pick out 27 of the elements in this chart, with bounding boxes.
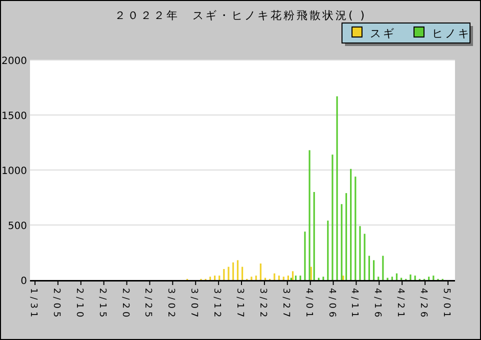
y-tick-label: 0: [20, 276, 27, 287]
x-tick-label: 4/06: [326, 288, 336, 320]
x-tick-label: 3/27: [280, 288, 290, 320]
legend-label: スギ: [370, 27, 396, 40]
y-tick-label: 1000: [2, 166, 27, 177]
x-tick-label: 2/20: [120, 288, 130, 320]
x-tick-label: 3/22: [257, 288, 268, 320]
x-tick-label: 3/12: [212, 288, 222, 320]
legend-label: ヒノキ: [432, 27, 471, 40]
x-tick-label: 2/10: [74, 288, 84, 320]
x-tick-label: 4/26: [418, 288, 428, 320]
x-tick-label: 2/15: [96, 288, 107, 320]
y-tick-label: 1500: [2, 111, 27, 122]
x-tick-label: 4/01: [303, 288, 314, 320]
y-tick-label: 2000: [2, 56, 27, 67]
x-tick-label: 5/01: [441, 288, 451, 320]
x-tick-label: 4/21: [395, 288, 406, 320]
x-tick-label: 3/07: [188, 288, 199, 320]
x-tick-label: 4/11: [349, 288, 360, 320]
y-tick-label: 500: [8, 221, 27, 232]
chart-title: ２０２２年 スギ・ヒノキ花粉飛散状況( ): [114, 9, 367, 22]
x-tick-label: 1/31: [28, 288, 38, 320]
x-tick-label: 3/02: [166, 288, 176, 320]
x-tick-label: 4/16: [372, 288, 382, 320]
x-tick-label: 2/25: [142, 288, 153, 320]
x-tick-label: 3/17: [234, 288, 244, 320]
x-tick-label: 2/05: [50, 288, 61, 320]
